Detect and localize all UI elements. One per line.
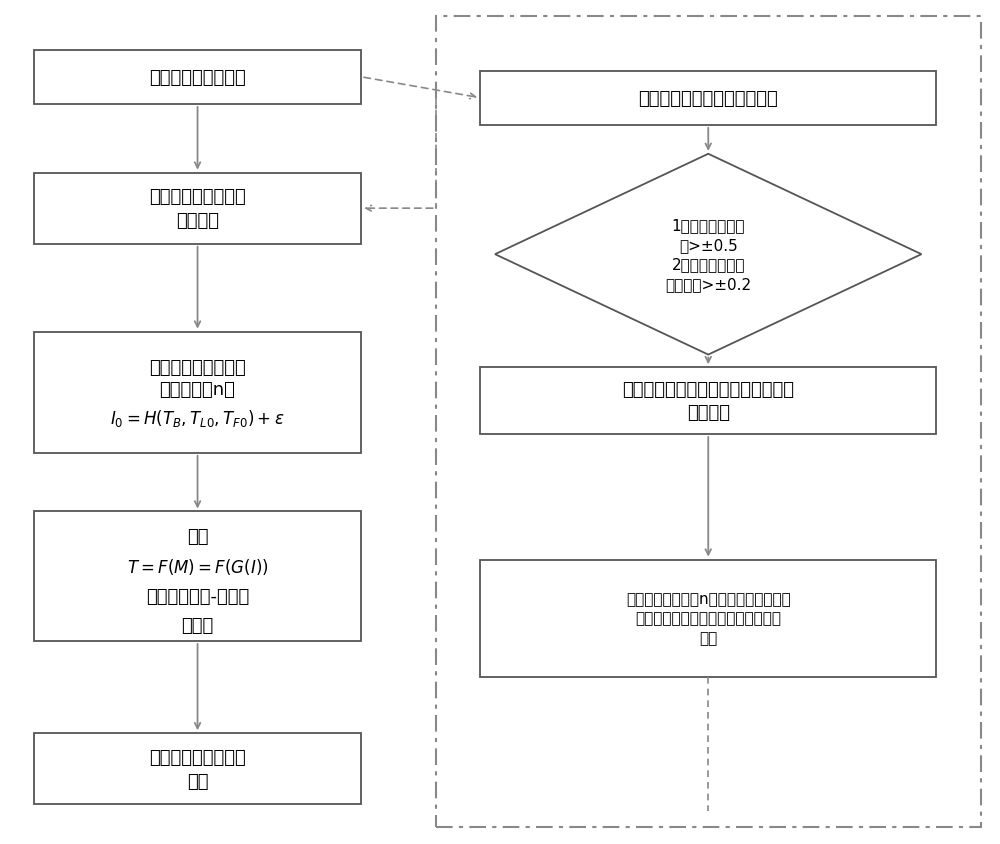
Polygon shape	[495, 154, 921, 355]
Text: 通过: 通过	[187, 528, 208, 545]
Bar	[34, 173, 361, 245]
Bar	[480, 72, 936, 126]
Text: 映射表: 映射表	[181, 616, 214, 634]
Text: 获取当前靶面温度和
镜筒温度: 获取当前靶面温度和 镜筒温度	[149, 188, 246, 230]
Text: $I_0 = H(T_B, T_{L0}, T_{F0}) + \varepsilon$: $I_0 = H(T_B, T_{L0}, T_{F0}) + \varepsi…	[110, 408, 285, 428]
Text: 系数，计算n组: 系数，计算n组	[160, 381, 235, 398]
Bar	[34, 333, 361, 453]
Bar	[480, 368, 936, 435]
Text: 通过标定计算出来的: 通过标定计算出来的	[149, 359, 246, 376]
Text: 得到场景中任意点温
度值: 得到场景中任意点温 度值	[149, 748, 246, 790]
Text: $T = F(M) = F(G(I))$: $T = F(M) = F(G(I))$	[127, 556, 268, 576]
Text: 计算得到灰度-温度值: 计算得到灰度-温度值	[146, 587, 249, 606]
Text: 红外探测器开机成像: 红外探测器开机成像	[149, 68, 246, 87]
Bar	[480, 560, 936, 677]
Bar	[34, 733, 361, 804]
Bar	[436, 17, 981, 827]
Text: 进行标定一，同一黑体温度下: 进行标定一，同一黑体温度下	[638, 89, 778, 107]
Bar	[34, 51, 361, 105]
Text: 记录镜筒温度、探测器靶面温度、图
像灰度值: 记录镜筒温度、探测器靶面温度、图 像灰度值	[622, 381, 794, 422]
Bar	[34, 511, 361, 641]
Text: 进行标定二，记录n组不同黑体温度下，
镜筒温度、探测器靶面温度、图像灰
度值: 进行标定二，记录n组不同黑体温度下， 镜筒温度、探测器靶面温度、图像灰 度值	[626, 591, 791, 646]
Text: 1、镜筒温度改变
量>±0.5
2、探测器靶面温
度改变量>±0.2: 1、镜筒温度改变 量>±0.5 2、探测器靶面温 度改变量>±0.2	[665, 218, 751, 292]
